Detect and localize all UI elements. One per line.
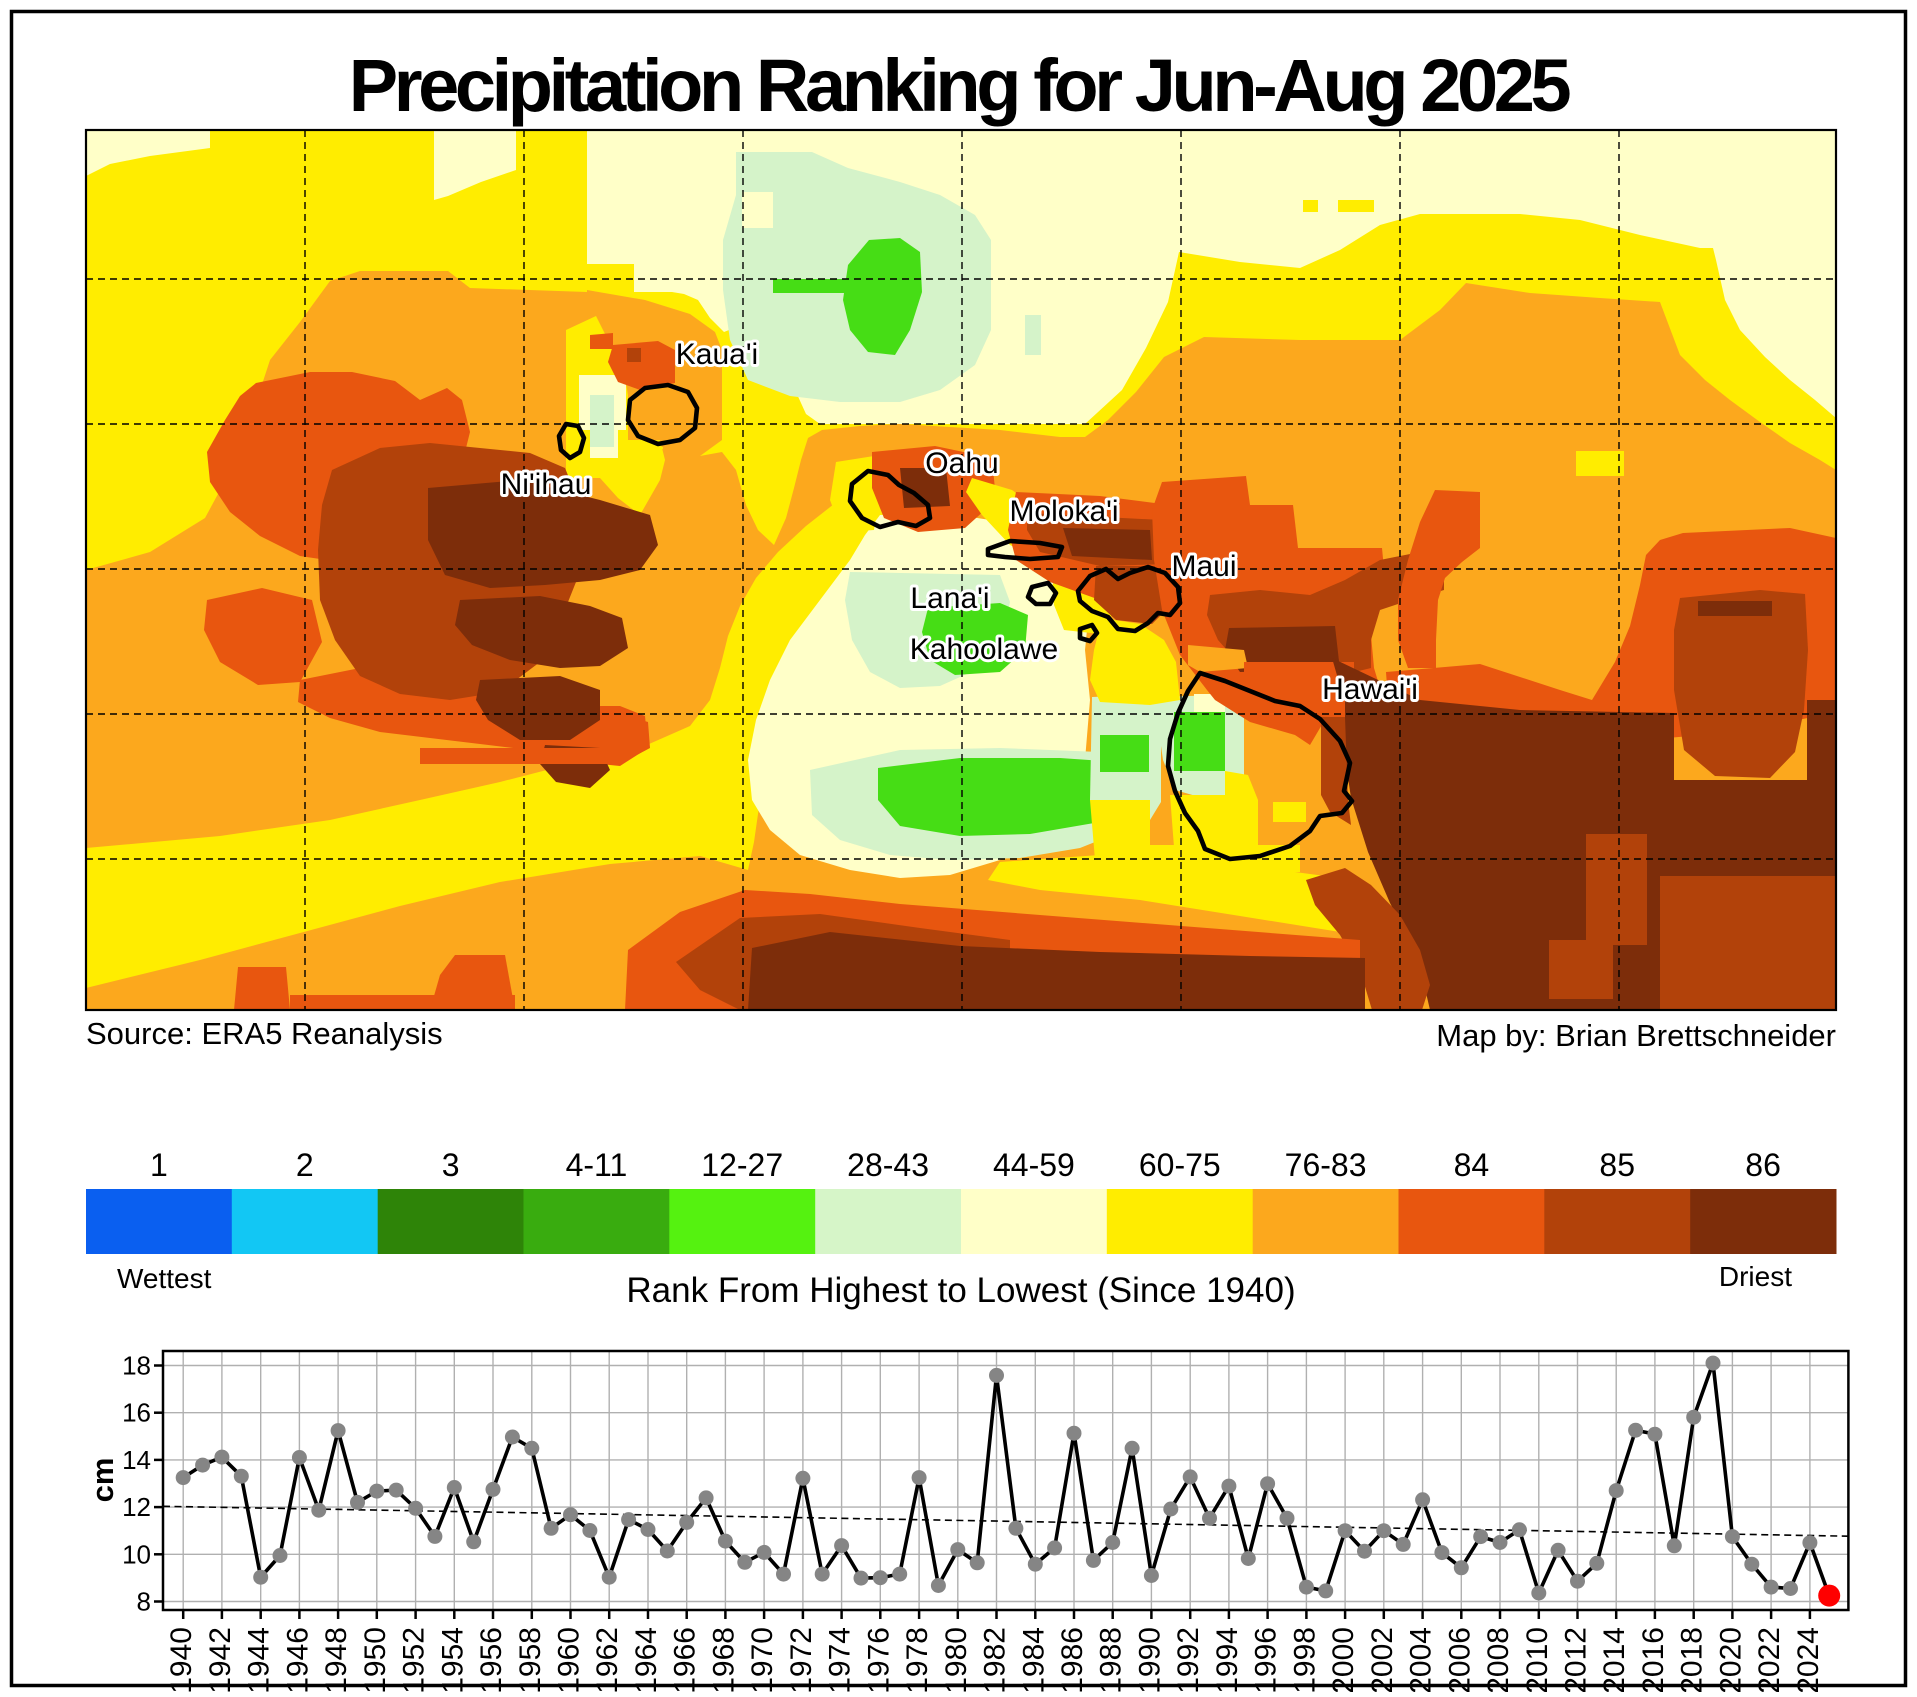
svg-text:44-59: 44-59 bbox=[993, 1147, 1075, 1183]
svg-text:1: 1 bbox=[150, 1147, 168, 1183]
svg-text:4-11: 4-11 bbox=[566, 1147, 628, 1183]
svg-text:1962: 1962 bbox=[591, 1627, 624, 1692]
svg-text:1958: 1958 bbox=[514, 1627, 547, 1692]
svg-text:Hawai'i: Hawai'i bbox=[1322, 673, 1418, 706]
svg-text:1972: 1972 bbox=[785, 1627, 818, 1692]
svg-text:1940: 1940 bbox=[165, 1627, 198, 1692]
svg-text:1948: 1948 bbox=[320, 1627, 353, 1692]
svg-text:1982: 1982 bbox=[979, 1627, 1012, 1692]
svg-text:1990: 1990 bbox=[1133, 1627, 1166, 1692]
svg-text:Rank From Highest to Lowest (S: Rank From Highest to Lowest (Since 1940) bbox=[626, 1271, 1295, 1310]
svg-text:1976: 1976 bbox=[862, 1627, 895, 1692]
svg-text:2004: 2004 bbox=[1405, 1627, 1438, 1692]
svg-text:2016: 2016 bbox=[1637, 1627, 1670, 1692]
svg-text:12: 12 bbox=[122, 1492, 151, 1522]
svg-text:1942: 1942 bbox=[204, 1627, 237, 1692]
svg-text:1960: 1960 bbox=[553, 1627, 586, 1692]
svg-text:1986: 1986 bbox=[1056, 1627, 1089, 1692]
svg-text:2008: 2008 bbox=[1482, 1627, 1515, 1692]
svg-text:Kahoolawe: Kahoolawe bbox=[910, 633, 1058, 666]
svg-text:28-43: 28-43 bbox=[847, 1147, 929, 1183]
svg-text:1978: 1978 bbox=[901, 1627, 934, 1692]
svg-text:Maui: Maui bbox=[1171, 550, 1236, 583]
svg-text:85: 85 bbox=[1599, 1147, 1635, 1183]
svg-text:2010: 2010 bbox=[1521, 1627, 1554, 1692]
svg-text:1950: 1950 bbox=[359, 1627, 392, 1692]
svg-text:10: 10 bbox=[122, 1539, 151, 1569]
svg-text:12-27: 12-27 bbox=[701, 1147, 783, 1183]
svg-text:1984: 1984 bbox=[1017, 1627, 1050, 1692]
svg-text:2020: 2020 bbox=[1714, 1627, 1747, 1692]
svg-text:16: 16 bbox=[122, 1398, 151, 1428]
svg-text:Wettest: Wettest bbox=[117, 1263, 212, 1294]
svg-text:1956: 1956 bbox=[475, 1627, 508, 1692]
svg-text:1944: 1944 bbox=[243, 1627, 276, 1692]
svg-text:Map by: Brian Brettschneider: Map by: Brian Brettschneider bbox=[1436, 1018, 1836, 1053]
svg-text:Ni'ihau: Ni'ihau bbox=[501, 468, 592, 501]
svg-text:1954: 1954 bbox=[436, 1627, 469, 1692]
svg-text:2018: 2018 bbox=[1676, 1627, 1709, 1692]
svg-text:Driest: Driest bbox=[1719, 1261, 1792, 1292]
svg-text:18: 18 bbox=[122, 1351, 151, 1381]
svg-text:1992: 1992 bbox=[1172, 1627, 1205, 1692]
svg-text:Source: ERA5 Reanalysis: Source: ERA5 Reanalysis bbox=[86, 1016, 443, 1051]
svg-text:Precipitation Ranking for Jun-: Precipitation Ranking for Jun-Aug 2025 bbox=[349, 44, 1571, 127]
svg-text:1946: 1946 bbox=[281, 1627, 314, 1692]
svg-text:1968: 1968 bbox=[707, 1627, 740, 1692]
svg-text:1980: 1980 bbox=[940, 1627, 973, 1692]
svg-text:2014: 2014 bbox=[1598, 1627, 1631, 1692]
svg-text:cm: cm bbox=[85, 1458, 120, 1503]
svg-text:76-83: 76-83 bbox=[1285, 1147, 1367, 1183]
svg-text:2000: 2000 bbox=[1327, 1627, 1360, 1692]
svg-text:1996: 1996 bbox=[1250, 1627, 1283, 1692]
svg-text:84: 84 bbox=[1454, 1147, 1490, 1183]
svg-text:Moloka'i: Moloka'i bbox=[1009, 495, 1118, 528]
svg-text:1994: 1994 bbox=[1211, 1627, 1244, 1692]
svg-text:2012: 2012 bbox=[1560, 1627, 1593, 1692]
svg-text:1974: 1974 bbox=[824, 1627, 857, 1692]
svg-text:Oahu: Oahu bbox=[925, 447, 998, 480]
svg-text:2002: 2002 bbox=[1366, 1627, 1399, 1692]
svg-text:Kaua'i: Kaua'i bbox=[676, 338, 758, 371]
svg-text:60-75: 60-75 bbox=[1139, 1147, 1221, 1183]
svg-text:2024: 2024 bbox=[1792, 1627, 1825, 1692]
svg-text:1952: 1952 bbox=[398, 1627, 431, 1692]
svg-text:1988: 1988 bbox=[1095, 1627, 1128, 1692]
svg-text:Lana'i: Lana'i bbox=[910, 582, 989, 615]
svg-text:2022: 2022 bbox=[1753, 1627, 1786, 1692]
svg-text:1966: 1966 bbox=[669, 1627, 702, 1692]
svg-text:1970: 1970 bbox=[746, 1627, 779, 1692]
svg-text:14: 14 bbox=[122, 1445, 151, 1475]
svg-text:1998: 1998 bbox=[1288, 1627, 1321, 1692]
svg-text:2: 2 bbox=[296, 1147, 314, 1183]
svg-text:3: 3 bbox=[442, 1147, 460, 1183]
svg-text:2006: 2006 bbox=[1443, 1627, 1476, 1692]
svg-text:1964: 1964 bbox=[630, 1627, 663, 1692]
svg-text:8: 8 bbox=[137, 1587, 151, 1617]
svg-text:86: 86 bbox=[1745, 1147, 1781, 1183]
